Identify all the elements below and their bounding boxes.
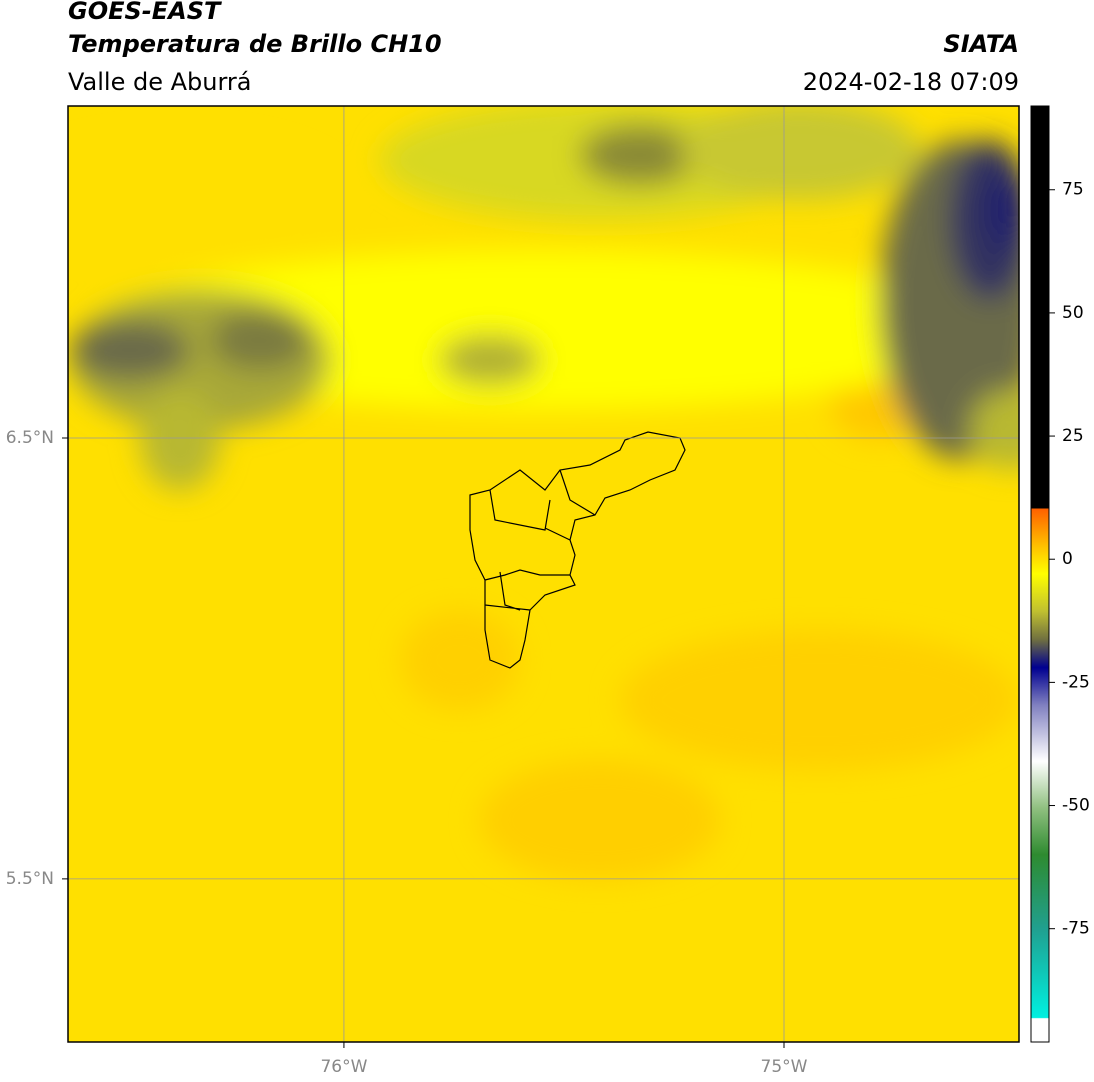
lon-tick-label: 76°W	[320, 1057, 367, 1077]
colorbar	[1030, 105, 1050, 1043]
colorbar-tick-label: -50	[1062, 796, 1090, 816]
datetime: 2024-02-18 07:09	[803, 68, 1019, 96]
subtitle: Temperatura de Brillo CH10	[68, 30, 442, 58]
colorbar-tick-label: 50	[1062, 303, 1084, 323]
colorbar-tick-label: -75	[1062, 919, 1090, 939]
brand: SIATA	[943, 30, 1019, 58]
lon-tick-label: 75°W	[761, 1057, 808, 1077]
region: Valle de Aburrá	[68, 68, 252, 96]
colorbar-tick-label: -25	[1062, 672, 1090, 692]
satellite-image	[68, 106, 1019, 1042]
lat-tick-label: 6.5°N	[6, 428, 54, 448]
colorbar-tick-label: 75	[1062, 180, 1084, 200]
colorbar-tick-label: 0	[1062, 549, 1073, 569]
municipal-boundaries	[469, 431, 686, 669]
title: GOES-EAST	[68, 0, 222, 25]
map-frame	[67, 105, 1020, 1043]
colorbar-tick-label: 25	[1062, 426, 1084, 446]
lat-tick-label: 5.5°N	[6, 869, 54, 889]
